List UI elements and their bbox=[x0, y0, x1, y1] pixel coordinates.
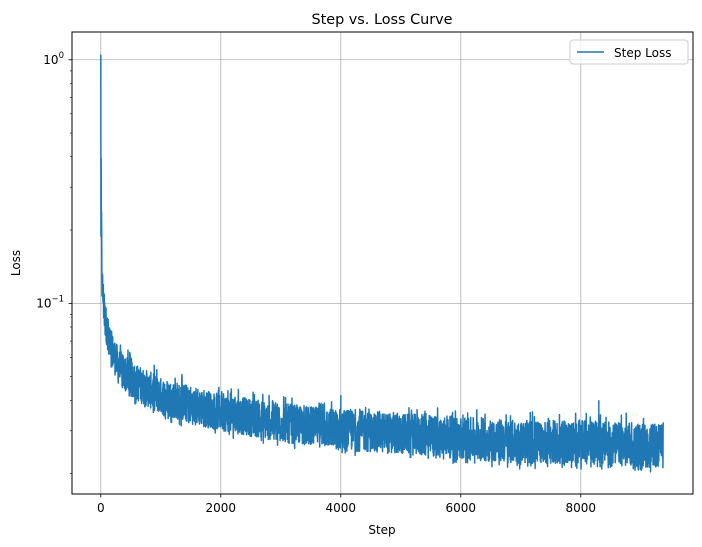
x-axis-label: Step bbox=[368, 523, 395, 537]
legend-box bbox=[569, 39, 689, 65]
x-tick-label: 0 bbox=[97, 501, 105, 515]
x-tick-label: 6000 bbox=[446, 501, 477, 515]
grid-lines bbox=[72, 32, 693, 494]
chart-title: Step vs. Loss Curve bbox=[311, 12, 452, 28]
step-loss-line bbox=[100, 54, 665, 473]
axis-ticks: 0 2000 4000 6000 8000 100 10−1 bbox=[36, 51, 596, 515]
y-tick-label: 10−1 bbox=[36, 294, 64, 310]
plot-frame bbox=[71, 31, 694, 495]
x-tick-label: 2000 bbox=[206, 501, 237, 515]
x-tick-label: 8000 bbox=[566, 501, 597, 515]
legend-label: Step Loss bbox=[614, 46, 671, 60]
y-axis-label: Loss bbox=[9, 250, 23, 276]
y-tick-label: 100 bbox=[43, 51, 64, 67]
legend: Step Loss bbox=[569, 39, 689, 65]
x-tick-label: 4000 bbox=[326, 501, 357, 515]
